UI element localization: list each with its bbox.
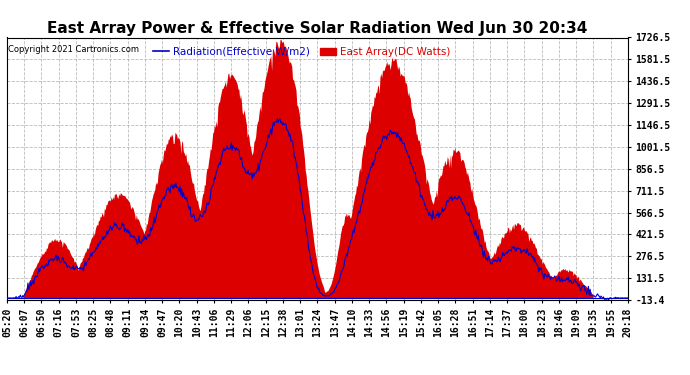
Text: Copyright 2021 Cartronics.com: Copyright 2021 Cartronics.com <box>8 45 139 54</box>
Title: East Array Power & Effective Solar Radiation Wed Jun 30 20:34: East Array Power & Effective Solar Radia… <box>47 21 588 36</box>
Legend: Radiation(Effective W/m2), East Array(DC Watts): Radiation(Effective W/m2), East Array(DC… <box>149 43 454 61</box>
